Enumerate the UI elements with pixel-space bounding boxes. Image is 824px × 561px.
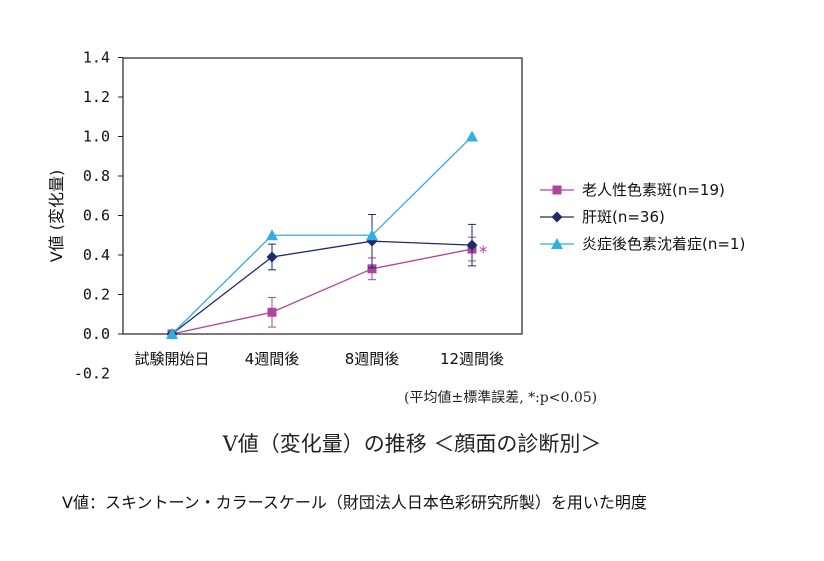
- y-tick-label: 1.4: [83, 49, 110, 67]
- legend-label: 老人性色素斑(n=19): [582, 181, 725, 199]
- y-tick-label: 0.2: [83, 286, 110, 304]
- significance-marker: *: [479, 243, 488, 263]
- chart: 1.4 1.2 1.0 0.8 0.6 0.4 0.2 0.0 -0.2 試験開始日 4週間後 8週間…: [47, 49, 745, 383]
- x-category-label: 4週間後: [245, 350, 300, 368]
- data-point: [266, 229, 278, 241]
- plot-area: 1.4 1.2 1.0 0.8 0.6 0.4 0.2 0.0 -0.2 試験開始日 4週間後 8週間…: [47, 49, 745, 383]
- y-tick-label: 1.0: [83, 128, 110, 146]
- y-tick-label: 0.4: [83, 246, 110, 264]
- chart-title: V値（変化量）の推移 ＜顔面の診断別＞: [222, 432, 602, 456]
- legend-label: 肝斑(n=36): [582, 208, 665, 226]
- data-point: [267, 307, 277, 317]
- y-tick-label: 0.8: [83, 167, 110, 185]
- chart-note: (平均値±標準誤差, *:p<0.05): [404, 390, 598, 406]
- series-line: [171, 136, 473, 335]
- chart-caption: V値：スキントーン・カラースケール（財団法人日本色彩研究所製）を用いた明度: [62, 493, 647, 512]
- series-line: [171, 240, 473, 335]
- x-category-label: 8週間後: [345, 350, 400, 368]
- data-point: [166, 328, 178, 339]
- legend-label: 炎症後色素沈着症(n=1): [582, 235, 745, 253]
- y-tick-label: -0.2: [74, 365, 110, 383]
- y-axis-label: V値 (変化量): [47, 170, 66, 263]
- y-tick-label: 0.0: [83, 325, 110, 343]
- series-line: [171, 248, 473, 335]
- y-tick-label: 1.2: [83, 88, 110, 106]
- plot-frame: [122, 57, 523, 335]
- data-point: [466, 130, 478, 142]
- legend-marker: [551, 211, 563, 223]
- data-point: [466, 239, 478, 251]
- data-point: [366, 229, 378, 241]
- y-tick-label: 0.6: [83, 207, 110, 225]
- x-category-label: 試験開始日: [134, 350, 209, 368]
- data-point: [266, 251, 278, 263]
- legend-marker: [551, 238, 563, 249]
- x-category-label: 12週間後: [440, 350, 504, 368]
- legend-marker: [552, 185, 562, 195]
- data-point: [367, 264, 377, 274]
